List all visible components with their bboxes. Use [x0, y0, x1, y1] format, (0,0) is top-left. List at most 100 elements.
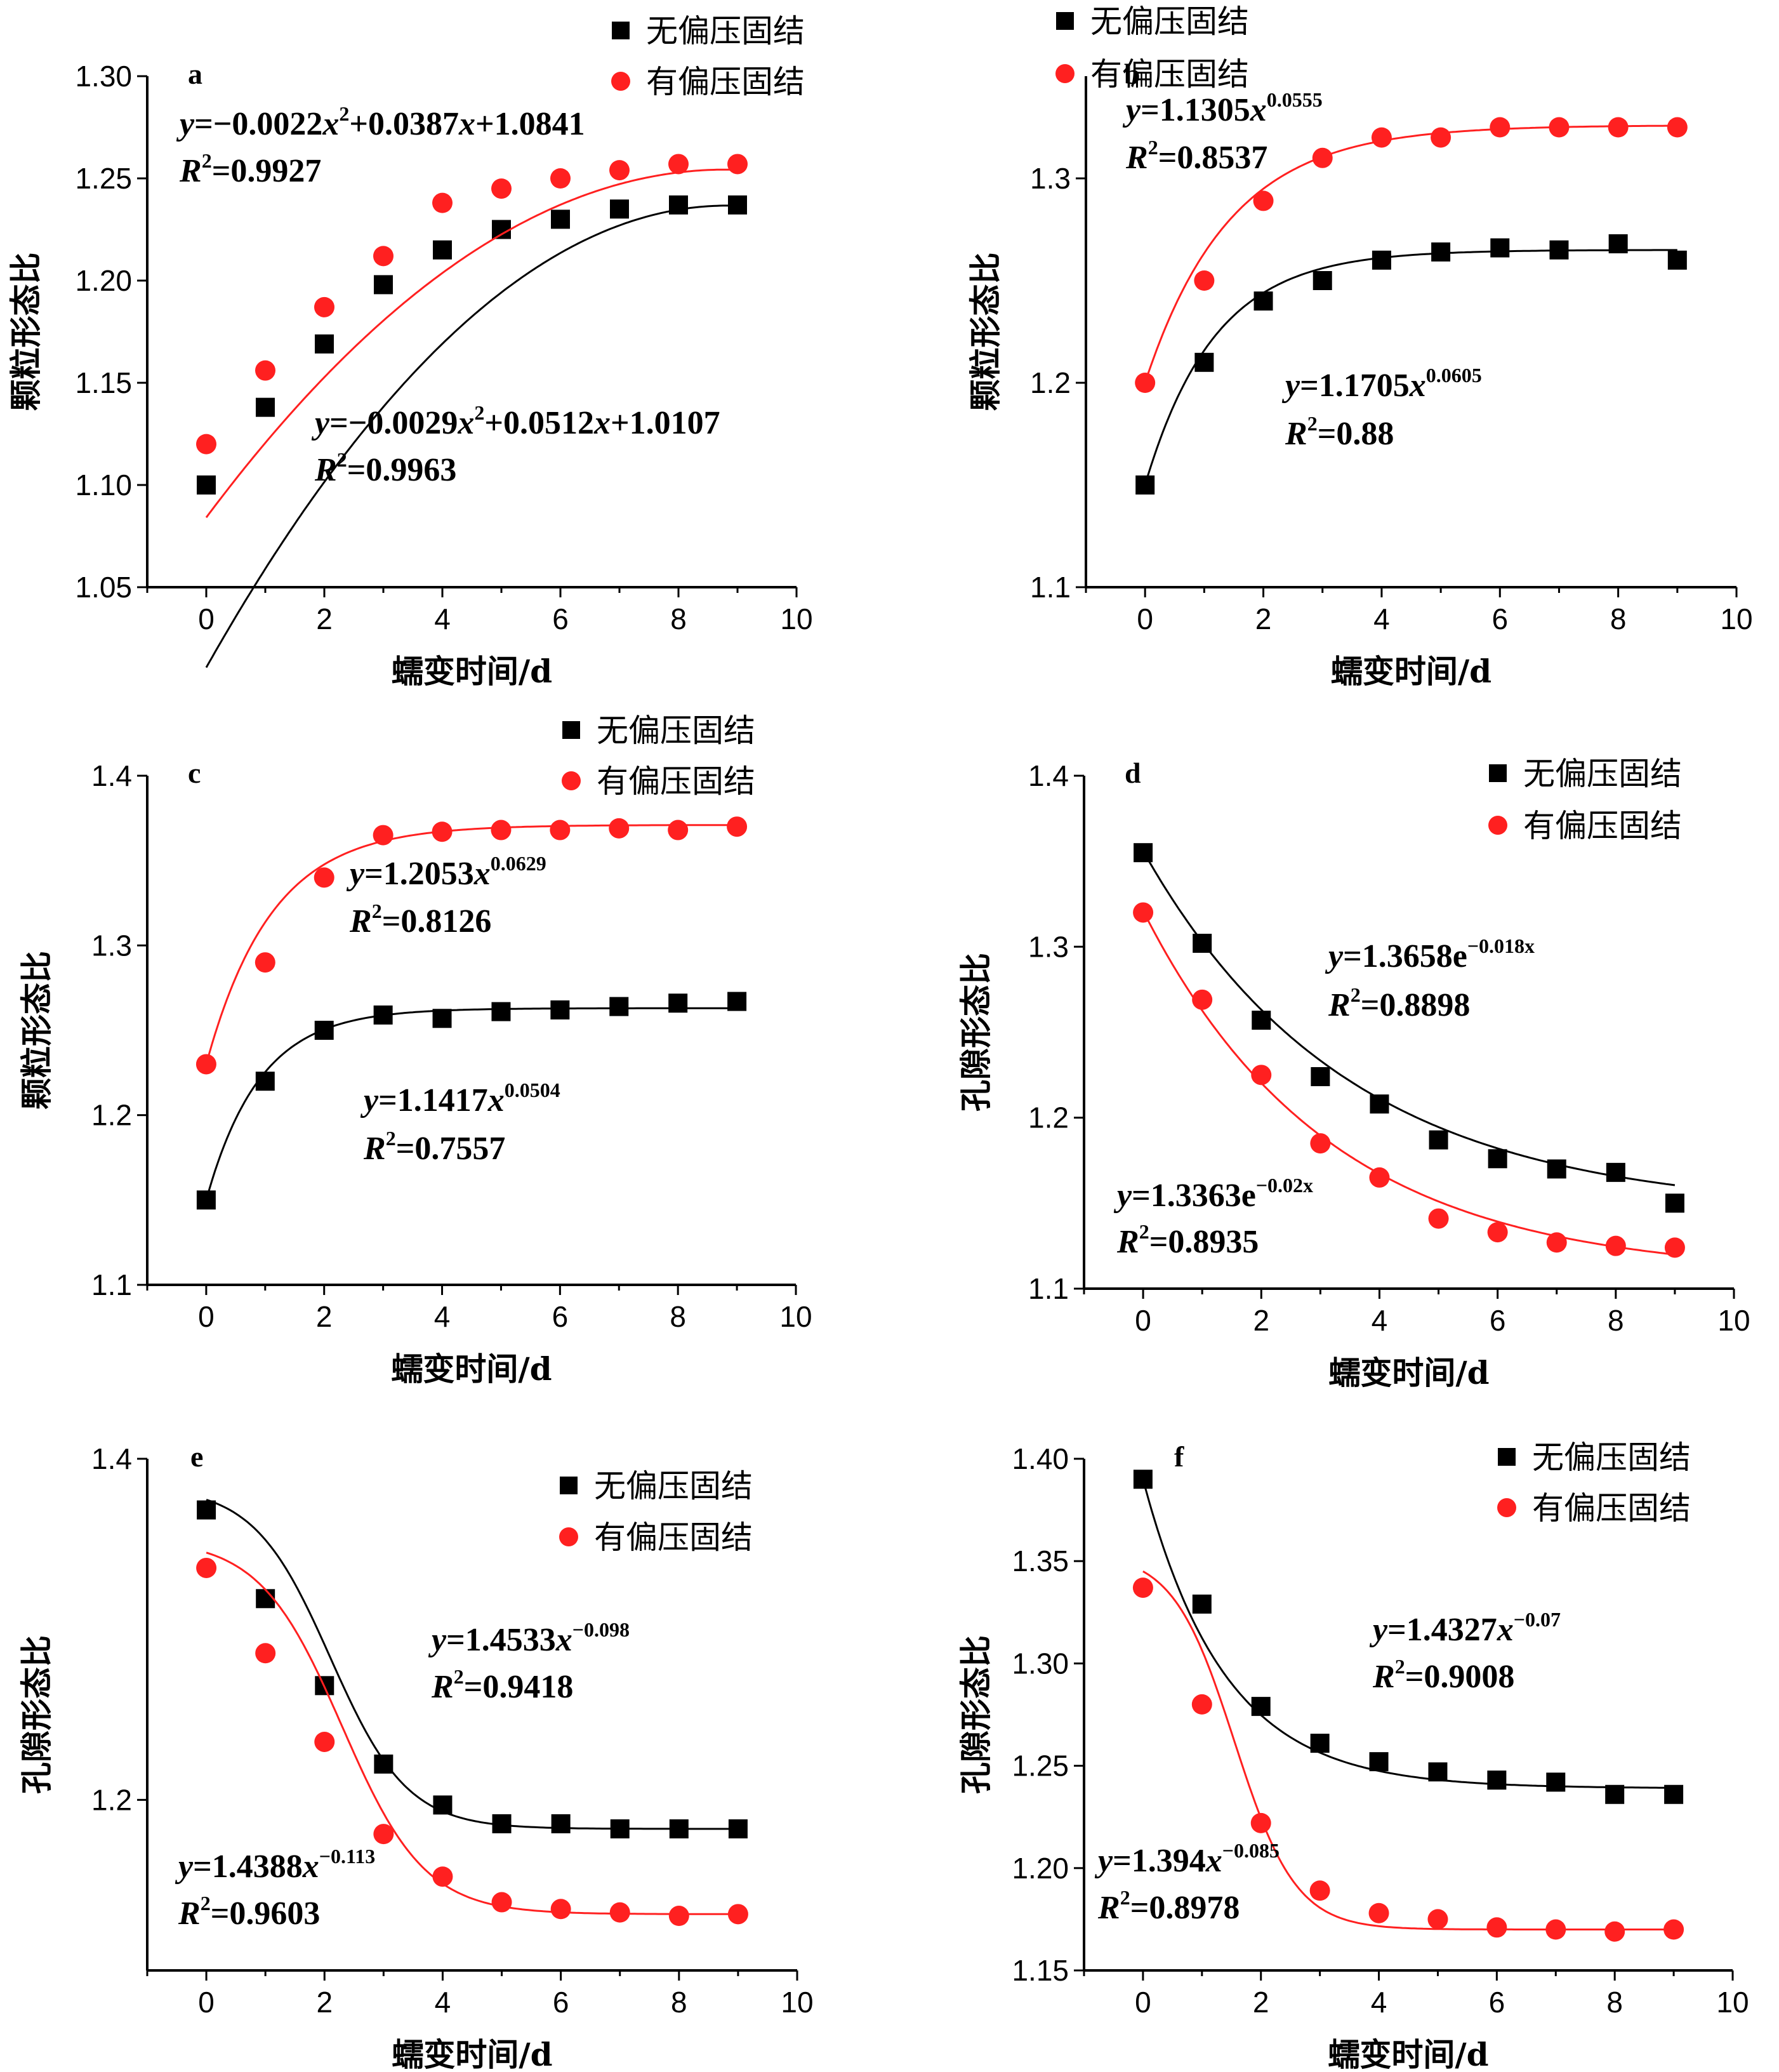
y-tick-label: 1.1 [1030, 571, 1071, 604]
fit-r-squared: R2=0.8126 [349, 900, 491, 940]
chart-panel-b: 0 2 4 6 8 101.11.21.3蠕变时间/d颗粒形态比b无偏压固结y=1.170… [967, 3, 1753, 690]
data-point [196, 1557, 217, 1578]
r2-value: =0.7557 [396, 1131, 506, 1167]
eq-lhs: y [360, 1082, 379, 1119]
legend-marker [562, 771, 581, 790]
data-point [669, 195, 688, 215]
data-point [374, 1754, 393, 1774]
x-tick-label: 2 [1255, 602, 1272, 635]
fit-curve [1142, 1571, 1674, 1930]
data-point [432, 1866, 453, 1887]
data-point [314, 1021, 334, 1040]
data-point [255, 952, 275, 973]
r2-value: =0.8126 [382, 903, 492, 940]
x-tick-label: 2 [316, 1986, 333, 2019]
legend-label: 无偏压固结 [646, 13, 805, 50]
data-point [1667, 250, 1687, 270]
data-point [492, 1814, 512, 1833]
r2-exponent: 2 [202, 149, 212, 172]
eq-body: =1.2053 [364, 856, 474, 892]
data-point [373, 825, 393, 846]
eq-rest-tail: +1.0841 [475, 106, 585, 142]
chart-panel-a: 0 2 4 6 8 10 1.05 1.10 1.15 1.20 1.25 1.30 蠕变时间/d 颗粒形… [7, 13, 813, 690]
data-point [1664, 1784, 1684, 1804]
data-point [373, 1005, 393, 1025]
data-point [433, 240, 452, 260]
fit-equation: y=1.2053x0.0629 [346, 852, 546, 892]
x-tick-label: 0 [198, 1300, 215, 1333]
data-point [373, 246, 393, 267]
r2-value: =0.8537 [1158, 140, 1268, 176]
x-tick-label: 2 [316, 602, 333, 635]
data-point [491, 178, 512, 199]
x-tick-label: 10 [781, 1986, 813, 2019]
data-point [314, 296, 334, 317]
x-tick-label: 10 [779, 1300, 812, 1333]
r2-value: =0.9603 [211, 1896, 321, 1932]
fit-equation: y=1.4327x−0.07 [1369, 1608, 1561, 1648]
data-point [1253, 190, 1274, 211]
data-point [727, 992, 747, 1011]
data-point [492, 220, 511, 239]
r2-exponent: 2 [454, 1665, 464, 1688]
eq-body: =1.1305 [1141, 92, 1250, 128]
data-point [314, 1731, 335, 1752]
r2-symbol: R [1097, 1890, 1120, 1926]
r2-exponent: 2 [1148, 136, 1158, 159]
data-point [1311, 1067, 1330, 1087]
x-tick-label: 10 [1720, 602, 1752, 635]
y-tick-label: 1.20 [75, 264, 132, 297]
fit-curve [205, 204, 738, 668]
y-tick-label: 1.3 [1028, 930, 1069, 963]
r2-value: =0.88 [1318, 416, 1394, 452]
y-tick-label: 1.2 [91, 1099, 132, 1132]
eq-var: x [457, 405, 474, 441]
panel-letter: a [188, 58, 202, 90]
data-point [1192, 989, 1213, 1010]
y-tick-label: 1.2 [1028, 1101, 1069, 1134]
data-point [1664, 1237, 1685, 1258]
x-axis-label: 蠕变时间/d [1331, 653, 1491, 690]
data-point [1310, 1734, 1330, 1753]
eq-lhs: y [1325, 938, 1344, 974]
data-point [1194, 270, 1215, 291]
data-point [1133, 902, 1154, 923]
y-tick-label: 1.2 [1030, 366, 1071, 399]
data-point [1133, 1470, 1153, 1489]
eq-exponent: −0.02x [1256, 1174, 1313, 1197]
fit-curve [1142, 910, 1676, 1256]
r2-symbol: R [363, 1131, 386, 1167]
data-point [1194, 352, 1214, 372]
eq-var: x [1205, 1843, 1222, 1879]
data-point [432, 821, 453, 842]
y-tick-label: 1.4 [91, 759, 132, 792]
data-point [1252, 1011, 1271, 1030]
legend-label: 无偏压固结 [594, 1468, 753, 1504]
y-axis-label: 孔隙形态比 [957, 1635, 995, 1794]
legend-label: 有偏压固结 [1090, 56, 1249, 93]
data-point [1487, 1770, 1507, 1790]
eq-body: =1.3363e [1132, 1178, 1256, 1214]
x-axis-label: 蠕变时间/d [1328, 2036, 1488, 2072]
eq-var: x [555, 1622, 572, 1658]
eq-lhs: y [1113, 1178, 1132, 1214]
fit-curve [1142, 850, 1676, 1186]
x-tick-label: 8 [1610, 602, 1627, 635]
fit-equation: y=−0.0029x2+0.0512x+1.0107 [311, 401, 720, 441]
data-point [727, 816, 748, 837]
fit-r-squared: R2=0.8978 [1097, 1886, 1240, 1926]
r2-exponent: 2 [1351, 983, 1361, 1006]
y-tick-label: 1.3 [91, 929, 132, 962]
data-point [197, 1500, 216, 1520]
data-point [1135, 475, 1155, 495]
legend-marker [612, 22, 630, 39]
r2-symbol: R [178, 1896, 201, 1932]
eq-lhs: y [175, 1849, 194, 1885]
x-tick-label: 8 [671, 1986, 687, 2019]
eq-lhs: y [346, 856, 365, 892]
data-point [727, 1904, 748, 1925]
